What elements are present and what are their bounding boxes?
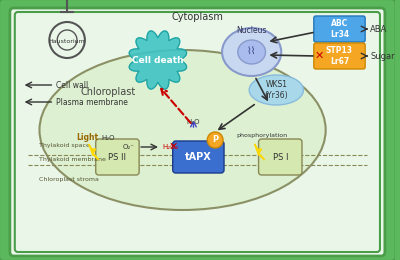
- Text: Cell wall: Cell wall: [56, 81, 88, 89]
- Polygon shape: [255, 144, 264, 160]
- Text: Light: Light: [76, 133, 98, 142]
- Text: STP13
Lr67: STP13 Lr67: [326, 46, 353, 66]
- Text: O₂⁻: O₂⁻: [122, 144, 134, 150]
- FancyBboxPatch shape: [314, 43, 365, 69]
- FancyBboxPatch shape: [10, 8, 385, 256]
- Text: tAPX: tAPX: [185, 152, 212, 162]
- Text: Haustorium: Haustorium: [49, 38, 86, 43]
- Text: PS II: PS II: [108, 153, 126, 161]
- Text: H₂O₂: H₂O₂: [163, 144, 179, 150]
- FancyBboxPatch shape: [314, 16, 365, 42]
- Ellipse shape: [249, 75, 304, 105]
- Text: H₂O: H₂O: [187, 119, 200, 125]
- Polygon shape: [129, 31, 186, 89]
- Text: P: P: [212, 135, 218, 145]
- Text: phosphorylation: phosphorylation: [237, 133, 288, 139]
- Polygon shape: [89, 144, 99, 160]
- Ellipse shape: [222, 28, 281, 76]
- FancyBboxPatch shape: [96, 139, 139, 175]
- Text: Plasma membrane: Plasma membrane: [56, 98, 128, 107]
- Text: Sugar: Sugar: [370, 51, 395, 61]
- Text: Nucleus: Nucleus: [236, 25, 267, 35]
- Text: ✕: ✕: [169, 142, 178, 152]
- Text: Chloroplast: Chloroplast: [81, 87, 136, 97]
- Text: ⌇⌇: ⌇⌇: [247, 47, 256, 57]
- Text: Thylakoid membrane: Thylakoid membrane: [40, 158, 106, 162]
- Text: ABA: ABA: [370, 24, 388, 34]
- Text: Cytoplasm: Cytoplasm: [172, 12, 223, 22]
- Text: Thylakoid space: Thylakoid space: [40, 142, 90, 147]
- Text: WKS1
(Yr36): WKS1 (Yr36): [264, 80, 288, 100]
- Text: PS I: PS I: [272, 153, 288, 161]
- Ellipse shape: [238, 40, 266, 64]
- FancyBboxPatch shape: [258, 139, 302, 175]
- Text: H₂O: H₂O: [102, 135, 115, 141]
- Text: ✕: ✕: [315, 51, 324, 61]
- Text: Cell death: Cell death: [132, 55, 184, 64]
- Text: ABC
Lr34: ABC Lr34: [330, 19, 349, 39]
- Text: Chloroplast stroma: Chloroplast stroma: [40, 178, 99, 183]
- FancyBboxPatch shape: [173, 141, 224, 173]
- Ellipse shape: [40, 50, 326, 210]
- Circle shape: [207, 132, 223, 148]
